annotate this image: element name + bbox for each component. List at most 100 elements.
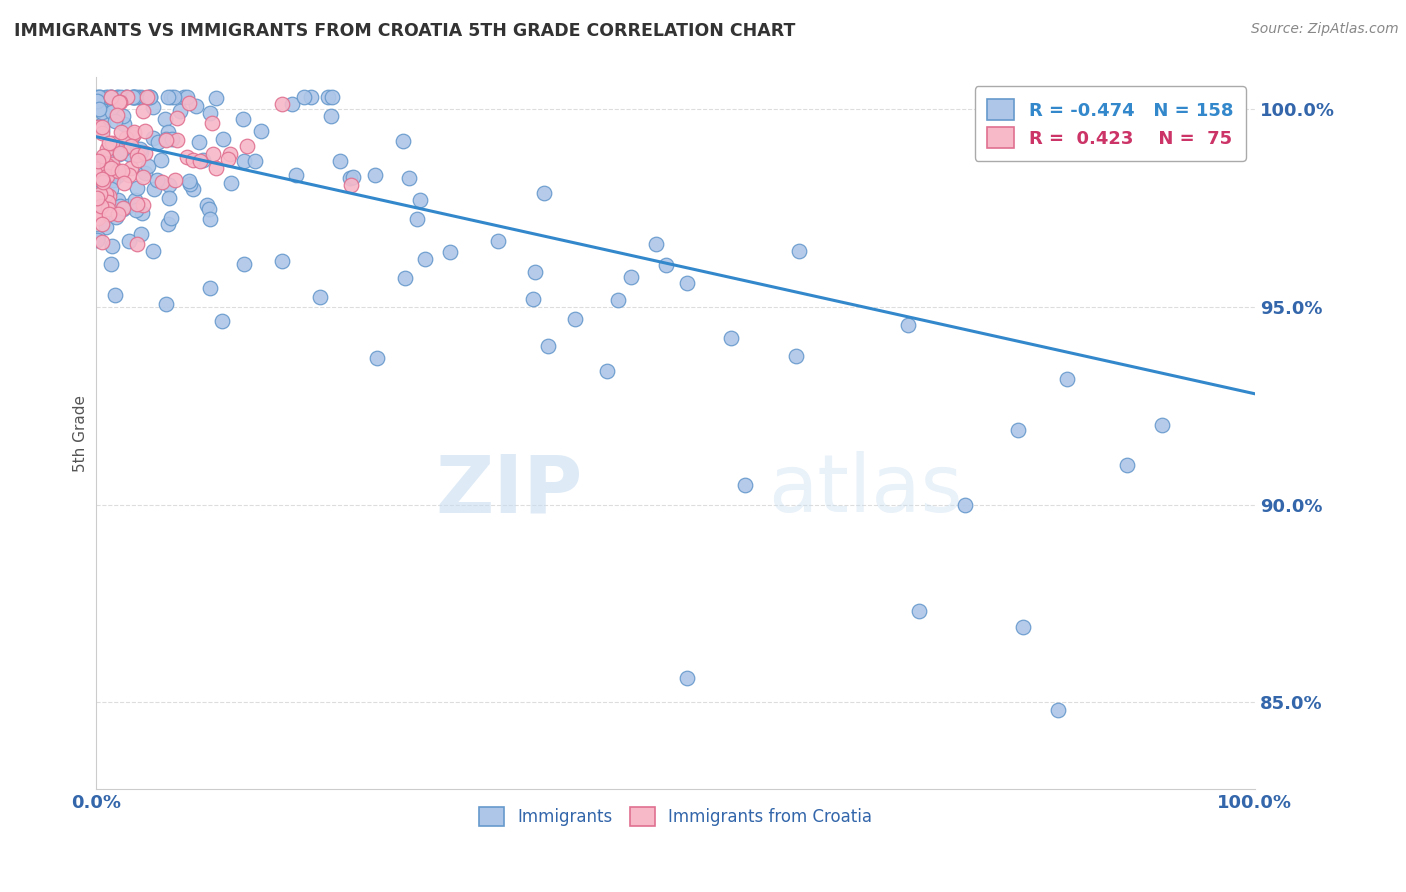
Point — [86, 162, 108, 177]
Point — [142, 100, 165, 114]
Point — [89, 186, 111, 201]
Point — [160, 132, 183, 146]
Point — [233, 257, 256, 271]
Point — [596, 364, 619, 378]
Point — [107, 207, 129, 221]
Point — [1046, 703, 1069, 717]
Point — [219, 147, 242, 161]
Point — [132, 198, 155, 212]
Point — [187, 136, 209, 150]
Point — [89, 90, 111, 104]
Point — [90, 172, 112, 186]
Point — [127, 148, 149, 162]
Point — [108, 95, 131, 109]
Point — [93, 115, 115, 129]
Point — [138, 90, 160, 104]
Point — [176, 150, 198, 164]
Point — [87, 154, 110, 169]
Point — [134, 166, 156, 180]
Point — [86, 161, 108, 176]
Point — [87, 211, 110, 225]
Point — [163, 90, 186, 104]
Point — [134, 146, 156, 161]
Point — [100, 104, 122, 119]
Point — [107, 147, 129, 161]
Point — [146, 173, 169, 187]
Point — [134, 124, 156, 138]
Point — [112, 176, 135, 190]
Point — [94, 220, 117, 235]
Point — [96, 142, 118, 156]
Point — [160, 90, 183, 104]
Point — [533, 186, 555, 200]
Point — [131, 90, 153, 104]
Point — [108, 199, 131, 213]
Point — [91, 154, 114, 169]
Point — [340, 178, 363, 192]
Point — [100, 90, 122, 104]
Point — [86, 90, 108, 104]
Point — [105, 210, 128, 224]
Point — [124, 90, 146, 104]
Point — [91, 217, 114, 231]
Point — [398, 170, 420, 185]
Point — [108, 146, 131, 161]
Point — [87, 230, 110, 244]
Point — [91, 120, 114, 135]
Point — [115, 90, 138, 104]
Point — [1116, 458, 1139, 472]
Point — [177, 95, 200, 110]
Point — [97, 170, 120, 185]
Point — [129, 145, 152, 160]
Point — [165, 173, 187, 187]
Point — [111, 202, 134, 216]
Point — [179, 178, 201, 192]
Point — [271, 253, 294, 268]
Point — [103, 96, 125, 111]
Point — [392, 134, 415, 148]
Point — [124, 90, 146, 104]
Point — [91, 148, 114, 162]
Point — [198, 202, 221, 216]
Point — [157, 178, 180, 193]
Point — [205, 161, 228, 175]
Point — [87, 90, 110, 104]
Point — [339, 170, 361, 185]
Point — [87, 120, 110, 134]
Point — [281, 97, 304, 112]
Point — [98, 136, 121, 150]
Text: Source: ZipAtlas.com: Source: ZipAtlas.com — [1251, 22, 1399, 37]
Point — [87, 102, 110, 116]
Point — [160, 211, 183, 225]
Point — [101, 238, 124, 252]
Point — [284, 168, 307, 182]
Point — [201, 116, 224, 130]
Text: ZIP: ZIP — [436, 451, 583, 529]
Point — [128, 142, 150, 156]
Point — [1152, 418, 1174, 433]
Point — [169, 104, 191, 119]
Point — [122, 127, 145, 141]
Point — [97, 189, 120, 203]
Point — [676, 672, 699, 686]
Point — [90, 122, 112, 136]
Point — [118, 168, 141, 182]
Point — [720, 331, 742, 345]
Point — [94, 90, 117, 104]
Point — [114, 90, 136, 104]
Point — [606, 293, 628, 308]
Point — [118, 147, 141, 161]
Point — [329, 154, 352, 169]
Point — [100, 90, 122, 104]
Point — [101, 157, 124, 171]
Point — [785, 349, 807, 363]
Point — [124, 193, 146, 207]
Point — [522, 292, 544, 306]
Y-axis label: 5th Grade: 5th Grade — [73, 395, 89, 472]
Point — [90, 105, 112, 120]
Point — [537, 339, 560, 353]
Point — [202, 146, 225, 161]
Point — [236, 138, 259, 153]
Point — [319, 109, 342, 123]
Point — [117, 199, 139, 213]
